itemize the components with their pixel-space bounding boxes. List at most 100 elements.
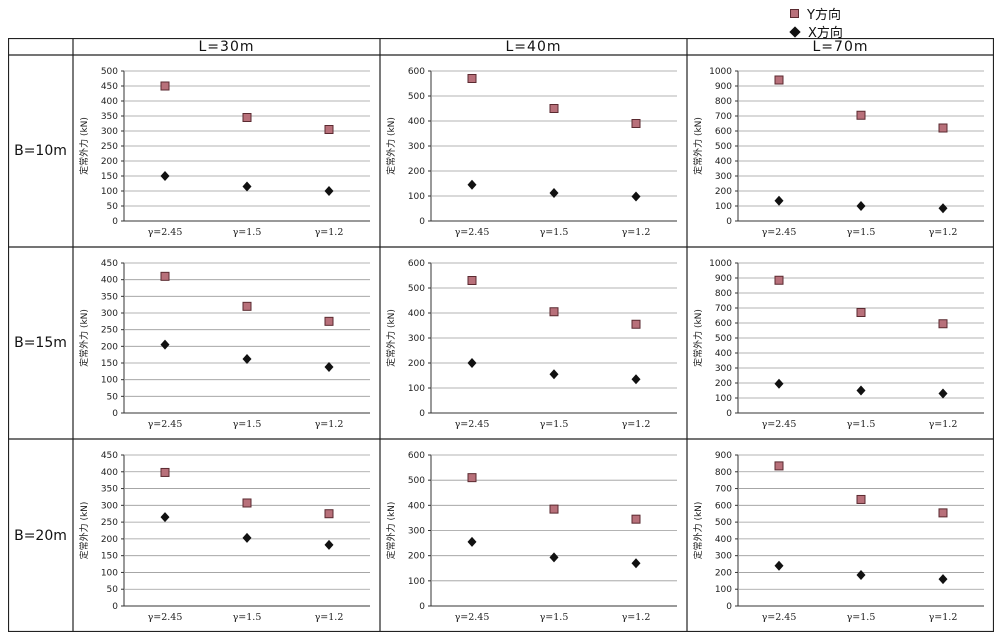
y-tick-label: 350 [101,485,118,495]
x-category-label: γ=2.45 [148,419,183,430]
y-tick-label: 400 [715,349,732,359]
y-tick-label: 300 [715,172,732,182]
x-direction-point [242,532,252,543]
y-direction-point [856,494,866,504]
legend-label-y: Y方向 [807,8,841,23]
y-tick-label: 600 [715,127,732,137]
y-tick-label: 450 [101,451,118,461]
y-tick-label: 800 [715,289,732,299]
column-header-l30: L=30m [198,38,255,55]
y-tick-label: 100 [408,192,425,202]
y-tick-label: 500 [408,284,425,294]
chart-b10-l70: 0 100 200 300 400 500 600 700 800 900 1000 定常外力 (kN… [687,55,994,247]
y-axis-label: 定常外力 (kN) [692,309,704,367]
y-direction-point [938,123,948,133]
y-tick-label: 300 [715,552,732,562]
x-direction-point [467,536,477,547]
y-direction-point [774,75,784,85]
y-tick-label: 400 [101,276,118,286]
y-tick-label: 100 [715,394,732,404]
x-direction-point [467,179,477,190]
x-direction-point [774,195,784,206]
x-direction-point [160,339,170,350]
chart-b10-l30: 0 50 100 150 200 250 300 350 400 450 500 定常外力 (kN) γ… [73,55,380,247]
y-tick-label: 450 [101,82,118,92]
x-direction-point [631,191,641,202]
chart-svg: 0 100 200 300 400 500 600 定常外力 (kN) γ=2.45 γ=1.5 γ… [385,451,677,623]
y-axis-label: 定常外力 (kN) [385,309,397,367]
column-header-l40: L=40m [505,38,562,55]
y-tick-label: 800 [715,468,732,478]
chart-b15-l40: 0 100 200 300 400 500 600 定常外力 (kN) γ=2.45 γ=1.5 γ… [380,247,687,439]
chart-b10-l40: 0 100 200 300 400 500 600 定常外力 (kN) γ=2.45 γ=1.5 γ… [380,55,687,247]
x-category-label: γ=1.5 [847,612,876,623]
y-tick-label: 300 [101,127,118,137]
y-direction-point [242,113,252,122]
x-direction-point [631,558,641,569]
y-tick-label: 700 [715,304,732,314]
y-tick-label: 0 [419,409,425,419]
x-direction-point [774,560,784,571]
y-tick-label: 400 [101,97,118,107]
y-tick-label: 200 [408,167,425,177]
y-tick-label: 200 [715,568,732,578]
y-direction-point [467,276,477,285]
y-tick-label: 500 [101,67,118,77]
y-tick-label: 200 [101,342,118,352]
y-tick-label: 900 [715,274,732,284]
row-header-b10: B=10m [14,143,67,159]
x-direction-point [856,569,866,580]
square-marker-icon [790,9,799,18]
y-tick-label: 500 [715,142,732,152]
x-category-label: γ=2.45 [762,612,797,623]
y-tick-label: 500 [408,92,425,102]
y-tick-label: 1000 [709,67,732,77]
x-category-label: γ=2.45 [148,612,183,623]
y-tick-label: 300 [408,334,425,344]
y-direction-point [938,319,948,329]
y-tick-label: 450 [101,259,118,269]
y-direction-point [324,125,334,134]
chart-b20-l40: 0 100 200 300 400 500 600 定常外力 (kN) γ=2.45 γ=1.5 γ… [380,439,687,632]
x-category-label: γ=1.2 [622,419,651,430]
chart-svg: 0 100 200 300 400 500 600 定常外力 (kN) γ=2.45 γ=1.5 γ… [385,259,677,430]
y-tick-label: 400 [101,468,118,478]
y-tick-label: 1000 [709,259,732,269]
x-direction-point [631,374,641,385]
legend-item-y: Y方向 [790,4,841,23]
x-category-label: γ=1.5 [233,227,262,238]
y-tick-label: 200 [408,552,425,562]
x-category-label: γ=2.45 [455,419,490,430]
x-category-label: γ=2.45 [455,612,490,623]
y-tick-label: 600 [715,501,732,511]
y-direction-point [856,110,866,120]
y-direction-point [160,271,170,281]
y-axis-label: 定常外力 (kN) [692,502,704,560]
x-direction-point [938,388,948,399]
x-direction-point [856,201,866,211]
x-category-label: γ=1.2 [929,419,958,430]
y-axis-label: 定常外力 (kN) [78,309,90,367]
y-axis-label: 定常外力 (kN) [78,502,90,560]
x-direction-point [324,362,334,372]
y-axis-label: 定常外力 (kN) [385,502,397,560]
x-direction-point [549,369,559,380]
x-direction-point [242,181,252,192]
diamond-marker-icon [789,25,801,38]
y-tick-label: 0 [419,602,425,612]
legend-item-x: X方向 [789,22,843,41]
x-direction-point [774,378,784,389]
y-direction-point [631,514,641,524]
x-direction-point [938,574,948,585]
y-tick-label: 250 [101,518,118,528]
x-category-label: γ=2.45 [148,227,183,238]
y-direction-point [160,81,170,91]
y-direction-point [467,473,477,483]
y-tick-label: 250 [101,142,118,152]
y-tick-label: 100 [715,585,732,595]
y-tick-label: 300 [101,309,118,319]
y-tick-label: 400 [715,157,732,167]
y-direction-point [856,308,866,317]
chart-svg: 0 50 100 150 200 250 300 350 400 450 定常外力 (kN) γ=2.… [78,451,370,623]
chart-svg: 0 100 200 300 400 500 600 700 800 900 1000 定常外力 (kN… [692,67,984,238]
